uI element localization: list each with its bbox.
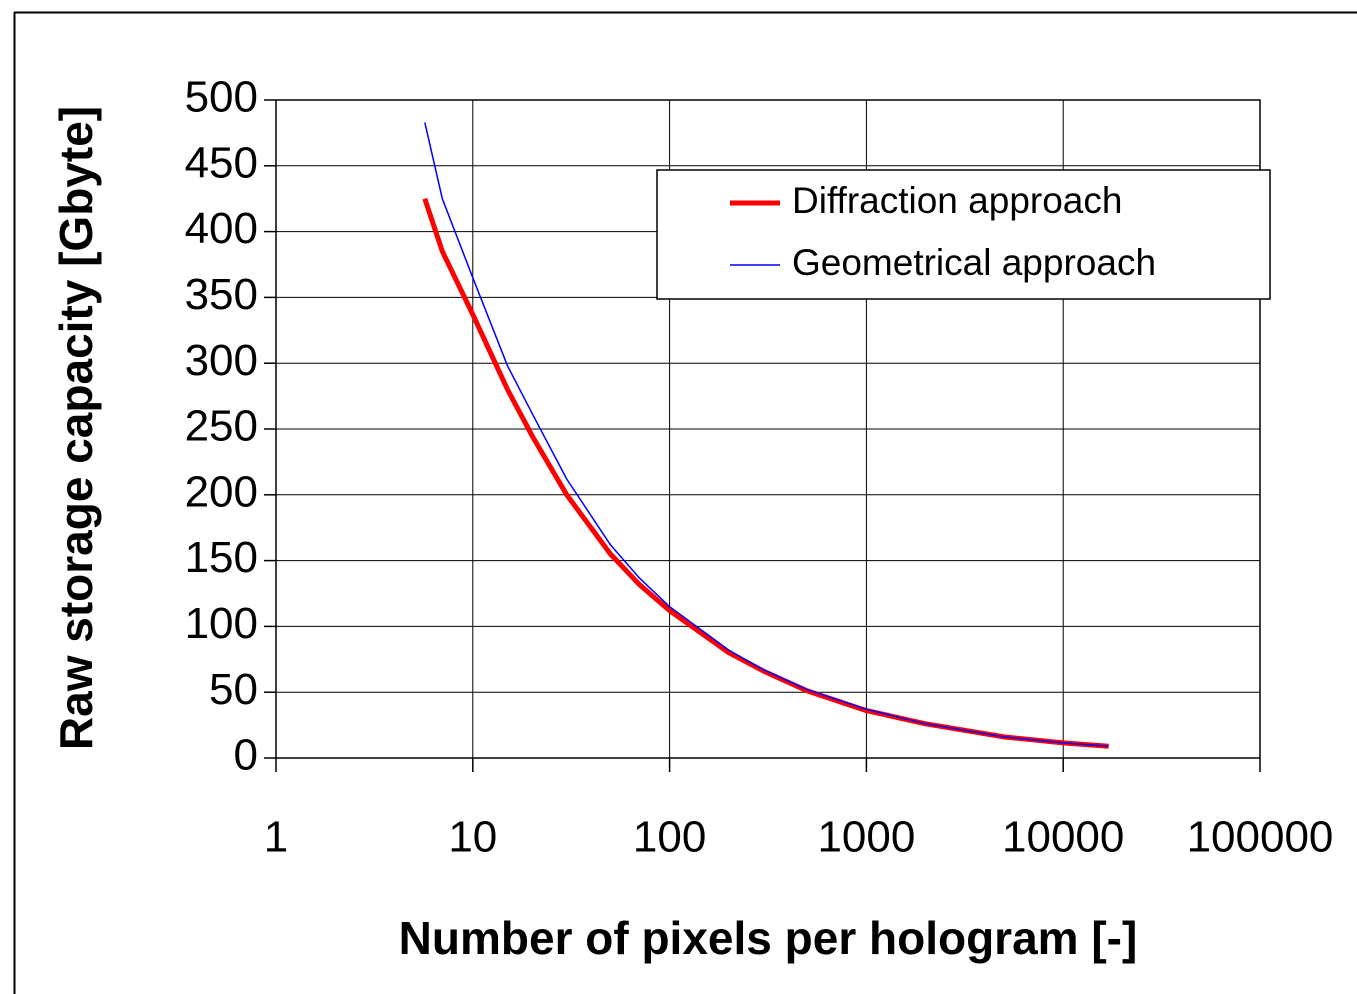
x-tick-label: 10000 (1002, 813, 1124, 862)
legend-label: Geometrical approach (792, 242, 1156, 283)
x-tick-label: 100 (633, 813, 706, 862)
y-tick-label: 400 (185, 204, 258, 253)
y-tick-label: 100 (185, 599, 258, 648)
x-tick-label: 100000 (1187, 813, 1334, 862)
x-tick-label: 10 (448, 813, 497, 862)
series-line (424, 122, 1109, 747)
y-tick-label: 250 (185, 402, 258, 451)
y-tick-label: 50 (209, 665, 258, 714)
legend-box (656, 169, 1271, 300)
x-axis-title: Number of pixels per hologram [-] (399, 912, 1138, 964)
y-tick-label: 500 (185, 73, 258, 122)
y-tick-label: 200 (185, 467, 258, 516)
x-tick-label: 1 (264, 813, 288, 862)
x-tick-label: 1000 (817, 813, 915, 862)
legend-label: Diffraction approach (792, 180, 1122, 221)
y-tick-label: 0 (234, 731, 258, 780)
y-axis-title: Raw storage capacity [Gbyte] (50, 106, 102, 750)
y-tick-label: 300 (185, 336, 258, 385)
y-tick-label: 450 (185, 138, 258, 187)
y-tick-label: 350 (185, 270, 258, 319)
y-tick-label: 150 (185, 533, 258, 582)
